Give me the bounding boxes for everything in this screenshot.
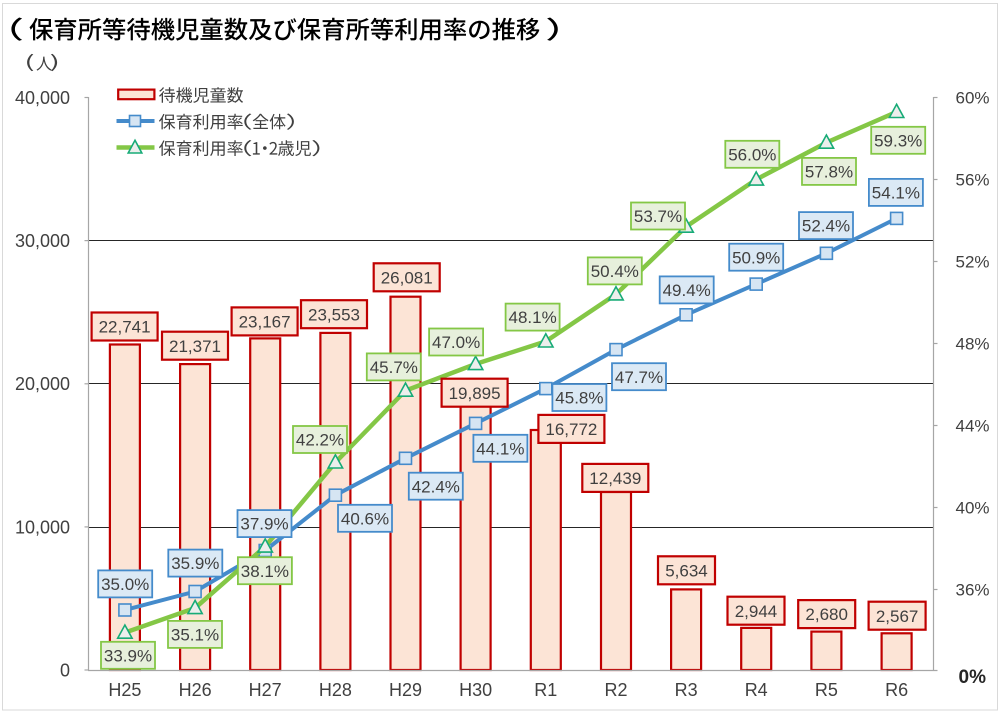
- svg-text:H26: H26: [179, 680, 212, 700]
- svg-text:60%: 60%: [956, 89, 990, 108]
- svg-text:2,567: 2,567: [876, 607, 919, 626]
- svg-text:57.8%: 57.8%: [805, 163, 853, 182]
- svg-text:35.1%: 35.1%: [171, 626, 219, 645]
- svg-text:H30: H30: [459, 680, 492, 700]
- svg-text:52%: 52%: [956, 253, 990, 272]
- svg-text:40.6%: 40.6%: [341, 509, 389, 528]
- svg-text:44.1%: 44.1%: [476, 439, 524, 458]
- svg-text:52.4%: 52.4%: [802, 217, 850, 236]
- svg-text:0%: 0%: [959, 667, 987, 688]
- svg-text:59.3%: 59.3%: [874, 131, 922, 150]
- svg-text:23,167: 23,167: [239, 313, 291, 332]
- svg-text:16,772: 16,772: [545, 420, 597, 439]
- svg-text:47.0%: 47.0%: [432, 333, 480, 352]
- svg-text:R4: R4: [745, 680, 768, 700]
- svg-text:48.1%: 48.1%: [508, 308, 556, 327]
- svg-text:19,895: 19,895: [449, 384, 501, 403]
- svg-text:36%: 36%: [956, 581, 990, 600]
- svg-text:30,000: 30,000: [15, 231, 70, 251]
- svg-text:47.7%: 47.7%: [615, 368, 663, 387]
- svg-text:R3: R3: [675, 680, 698, 700]
- svg-text:23,553: 23,553: [308, 305, 360, 324]
- svg-text:50.9%: 50.9%: [732, 248, 780, 267]
- svg-text:H27: H27: [249, 680, 282, 700]
- svg-text:H29: H29: [389, 680, 422, 700]
- svg-text:40%: 40%: [956, 499, 990, 518]
- svg-text:R6: R6: [885, 680, 908, 700]
- svg-text:35.0%: 35.0%: [101, 575, 149, 594]
- svg-text:56.0%: 56.0%: [728, 145, 776, 164]
- svg-text:44%: 44%: [956, 417, 990, 436]
- svg-text:0: 0: [60, 661, 70, 681]
- svg-text:54.1%: 54.1%: [872, 184, 920, 203]
- svg-text:R2: R2: [604, 680, 627, 700]
- svg-text:26,081: 26,081: [381, 268, 433, 287]
- svg-text:45.7%: 45.7%: [370, 358, 418, 377]
- svg-text:35.9%: 35.9%: [171, 554, 219, 573]
- svg-text:37.9%: 37.9%: [240, 515, 288, 534]
- svg-text:R5: R5: [815, 680, 838, 700]
- svg-text:12,439: 12,439: [589, 469, 641, 488]
- svg-text:R1: R1: [534, 680, 557, 700]
- svg-text:53.7%: 53.7%: [634, 207, 682, 226]
- svg-text:38.1%: 38.1%: [241, 562, 289, 581]
- svg-text:10,000: 10,000: [15, 517, 70, 537]
- svg-text:50.4%: 50.4%: [591, 262, 639, 281]
- svg-text:48%: 48%: [956, 335, 990, 354]
- svg-text:49.4%: 49.4%: [663, 281, 711, 300]
- svg-text:42.4%: 42.4%: [412, 477, 460, 496]
- svg-text:56%: 56%: [956, 171, 990, 190]
- svg-text:5,634: 5,634: [665, 561, 708, 580]
- svg-text:21,371: 21,371: [169, 337, 221, 356]
- svg-text:2,680: 2,680: [805, 605, 848, 624]
- svg-text:2,944: 2,944: [735, 602, 778, 621]
- svg-text:20,000: 20,000: [15, 374, 70, 394]
- svg-text:22,741: 22,741: [99, 318, 151, 337]
- svg-text:42.2%: 42.2%: [296, 431, 344, 450]
- svg-text:40,000: 40,000: [15, 88, 70, 108]
- svg-text:H25: H25: [108, 680, 141, 700]
- svg-text:33.9%: 33.9%: [104, 646, 152, 665]
- svg-text:H28: H28: [319, 680, 352, 700]
- svg-text:45.8%: 45.8%: [555, 389, 603, 408]
